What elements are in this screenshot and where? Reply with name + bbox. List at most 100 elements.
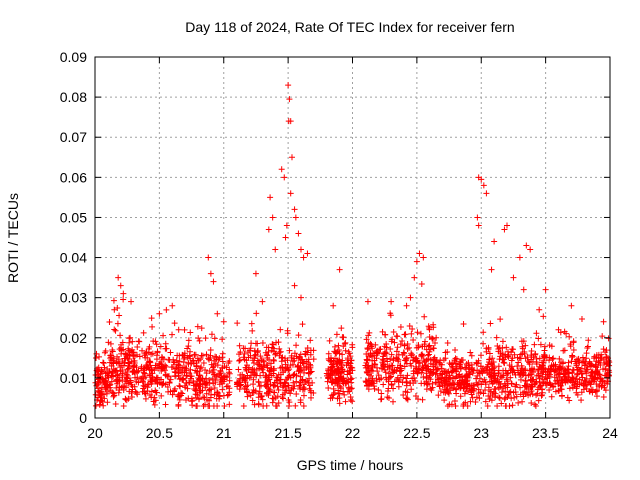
data-point bbox=[95, 385, 102, 392]
data-point bbox=[374, 368, 381, 375]
data-point bbox=[452, 346, 459, 353]
data-point bbox=[390, 369, 397, 376]
data-point bbox=[298, 294, 304, 301]
data-point bbox=[492, 386, 499, 393]
data-point bbox=[127, 379, 134, 386]
data-point bbox=[243, 364, 250, 371]
data-point bbox=[277, 326, 284, 333]
data-point bbox=[209, 375, 216, 382]
data-point bbox=[442, 355, 449, 362]
data-point bbox=[208, 331, 215, 338]
data-point bbox=[480, 182, 487, 189]
data-point bbox=[430, 356, 437, 363]
data-point bbox=[371, 383, 378, 390]
data-point bbox=[119, 383, 126, 390]
data-point bbox=[476, 395, 483, 402]
data-point bbox=[364, 298, 371, 305]
data-point bbox=[270, 367, 277, 374]
data-point bbox=[157, 343, 164, 350]
data-point bbox=[191, 351, 198, 358]
data-point bbox=[592, 388, 599, 395]
data-point bbox=[92, 402, 99, 409]
data-point bbox=[181, 354, 188, 361]
data-point bbox=[275, 339, 282, 346]
data-point bbox=[363, 382, 370, 389]
data-point bbox=[548, 368, 555, 375]
data-point bbox=[480, 329, 487, 336]
data-point bbox=[244, 393, 251, 400]
data-point bbox=[193, 360, 200, 367]
data-point bbox=[416, 366, 423, 373]
data-point bbox=[324, 378, 331, 385]
data-point bbox=[600, 346, 607, 353]
data-point bbox=[596, 383, 603, 390]
data-point bbox=[442, 349, 449, 356]
data-point bbox=[108, 352, 115, 359]
data-point bbox=[543, 381, 550, 388]
data-point bbox=[282, 355, 289, 362]
data-point bbox=[372, 341, 379, 348]
data-point bbox=[483, 190, 490, 197]
data-point bbox=[496, 395, 503, 402]
data-point bbox=[510, 274, 517, 281]
data-point bbox=[202, 367, 209, 374]
y-tick-label: 0.09 bbox=[60, 49, 87, 65]
data-point bbox=[245, 349, 252, 356]
data-point bbox=[208, 361, 215, 368]
data-point bbox=[478, 176, 485, 183]
data-point bbox=[306, 370, 313, 377]
data-point bbox=[215, 392, 222, 399]
data-point bbox=[407, 294, 414, 301]
data-point bbox=[255, 400, 262, 407]
data-point bbox=[488, 266, 495, 273]
data-point bbox=[569, 374, 576, 381]
data-point bbox=[203, 390, 210, 397]
data-point bbox=[383, 340, 390, 347]
data-point bbox=[468, 389, 475, 396]
data-point bbox=[116, 346, 123, 353]
data-point bbox=[270, 356, 277, 363]
data-point bbox=[134, 344, 141, 351]
data-point bbox=[415, 396, 422, 403]
data-point bbox=[304, 250, 311, 257]
data-point bbox=[433, 357, 440, 364]
data-point bbox=[347, 376, 354, 383]
data-point bbox=[420, 254, 427, 261]
data-point bbox=[148, 351, 155, 358]
data-point bbox=[446, 401, 453, 408]
data-point bbox=[541, 343, 548, 350]
data-point bbox=[293, 342, 300, 349]
data-point bbox=[202, 380, 209, 387]
data-point bbox=[210, 357, 217, 364]
data-point bbox=[331, 380, 338, 387]
data-point bbox=[116, 386, 123, 393]
data-point bbox=[207, 352, 214, 359]
data-point bbox=[107, 387, 114, 394]
data-point bbox=[119, 372, 126, 379]
data-point bbox=[237, 375, 244, 382]
data-point bbox=[197, 365, 204, 372]
data-point bbox=[370, 380, 377, 387]
data-point bbox=[600, 393, 607, 400]
data-point bbox=[287, 362, 294, 369]
data-point bbox=[534, 367, 541, 374]
data-point bbox=[95, 371, 102, 378]
data-point bbox=[533, 359, 540, 366]
data-point bbox=[365, 332, 372, 339]
data-point bbox=[127, 334, 134, 341]
data-point bbox=[287, 118, 294, 125]
data-point bbox=[192, 394, 199, 401]
data-point bbox=[515, 399, 522, 406]
data-point bbox=[184, 385, 191, 392]
data-point bbox=[553, 377, 560, 384]
data-point bbox=[482, 386, 489, 393]
data-point bbox=[503, 344, 510, 351]
data-point bbox=[542, 286, 549, 293]
data-point bbox=[263, 344, 270, 351]
data-point bbox=[592, 363, 599, 370]
data-point bbox=[169, 331, 176, 338]
data-point bbox=[173, 364, 180, 371]
data-point bbox=[510, 367, 517, 374]
data-point bbox=[524, 382, 531, 389]
data-point bbox=[570, 338, 577, 345]
